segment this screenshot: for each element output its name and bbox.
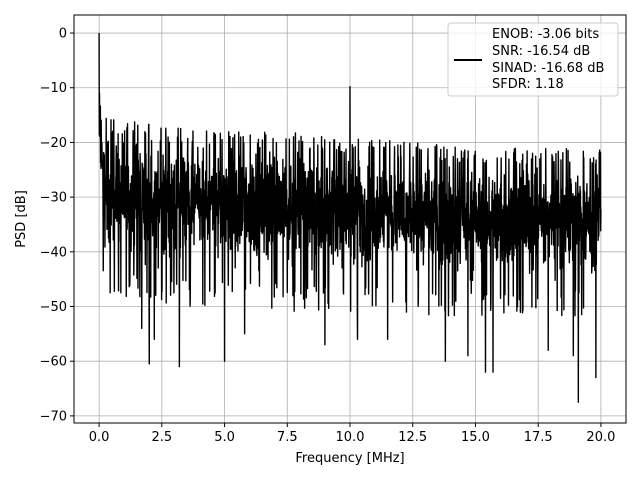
- psd-series-line: [98, 33, 602, 403]
- x-tick-label: 15.0: [461, 430, 490, 445]
- x-tick-label: 10.0: [336, 430, 365, 445]
- x-tick-label: 2.5: [151, 430, 172, 445]
- legend: ENOB: -3.06 bits SNR: -16.54 dB SINAD: -…: [447, 22, 619, 97]
- y-tick-label: 0: [59, 27, 67, 42]
- x-axis-label: Frequency [MHz]: [295, 451, 404, 466]
- legend-enob: ENOB: -3.06 bits: [492, 27, 599, 42]
- x-tick-label: 17.5: [524, 430, 553, 445]
- y-tick-label: −60: [40, 355, 67, 370]
- y-tick-label: −30: [40, 191, 67, 206]
- x-tick-label: 12.5: [398, 430, 427, 445]
- y-tick-label: −10: [40, 81, 67, 96]
- y-tick-label: −70: [40, 409, 67, 424]
- x-tick-label: 20.0: [586, 430, 615, 445]
- y-tick-label: −50: [40, 300, 67, 315]
- x-axis: 0.0 2.5 5.0 7.5 10.0 12.5 15.0 17.5 20.0: [89, 423, 615, 445]
- y-tick-label: −40: [40, 245, 67, 260]
- legend-sinad: SINAD: -16.68 dB: [492, 61, 604, 76]
- y-axis: 0 −10 −20 −30 −40 −50 −60 −70: [40, 27, 74, 424]
- legend-snr: SNR: -16.54 dB: [492, 44, 590, 59]
- y-tick-label: −20: [40, 136, 67, 151]
- y-axis-label: PSD [dB]: [14, 190, 29, 248]
- x-tick-label: 5.0: [214, 430, 235, 445]
- legend-sfdr: SFDR: 1.18: [492, 77, 564, 92]
- x-tick-label: 0.0: [89, 430, 110, 445]
- plot-area: [98, 33, 602, 403]
- legend-box: [447, 22, 619, 97]
- x-tick-label: 7.5: [277, 430, 298, 445]
